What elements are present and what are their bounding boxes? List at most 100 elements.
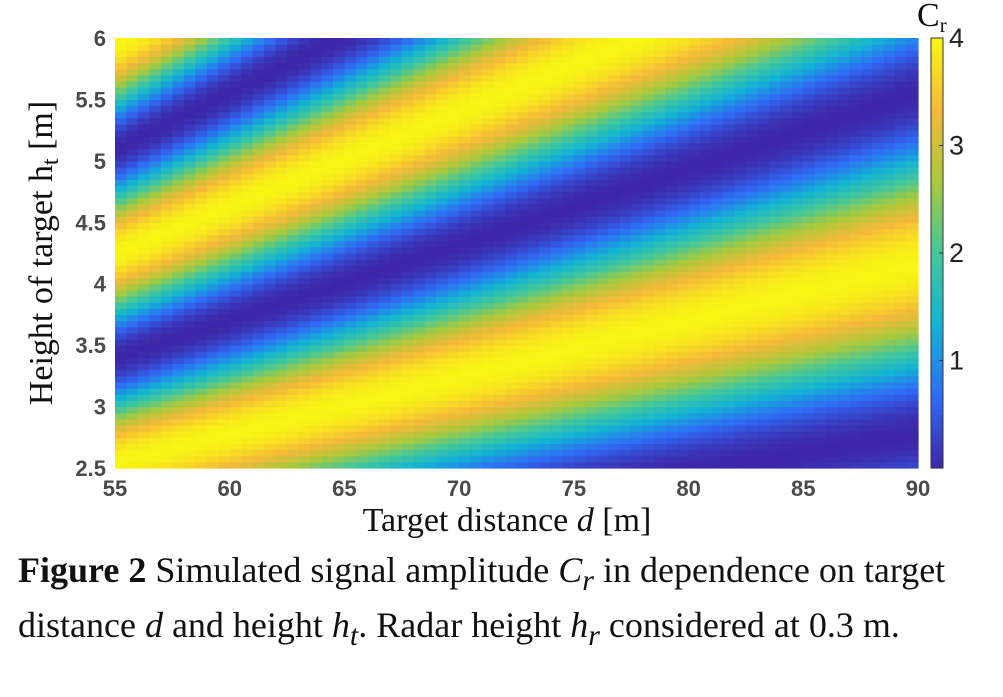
heatmap-cell	[837, 425, 850, 432]
heatmap-cell	[516, 105, 529, 113]
heatmap-cell	[619, 68, 632, 76]
heatmap-cell	[447, 345, 460, 352]
heatmap-cell	[160, 388, 173, 395]
heatmap-cell	[206, 148, 219, 156]
heatmap-cell	[390, 259, 403, 266]
heatmap-cell	[137, 394, 151, 402]
heatmap-cell	[768, 388, 781, 395]
heatmap-cell	[826, 461, 839, 469]
heatmap-cell	[826, 388, 839, 395]
heatmap-cell	[872, 406, 885, 414]
heatmap-cell	[413, 44, 426, 51]
heatmap-cell	[401, 240, 414, 248]
heatmap-cell	[883, 222, 896, 230]
heatmap-cell	[700, 382, 713, 389]
heatmap-cell	[745, 363, 758, 371]
heatmap-cell	[160, 167, 173, 174]
heatmap-cell	[378, 124, 391, 131]
heatmap-cell	[115, 124, 128, 131]
heatmap-cell	[355, 412, 368, 420]
heatmap-cell	[183, 351, 196, 359]
heatmap-cell	[275, 117, 288, 125]
heatmap-cell	[596, 44, 609, 51]
heatmap-cell	[241, 246, 254, 254]
heatmap-cell	[149, 418, 162, 426]
heatmap-cell	[413, 56, 426, 64]
heatmap-cell	[757, 173, 770, 180]
heatmap-cell	[160, 38, 173, 45]
heatmap-cell	[573, 234, 586, 242]
heatmap-cell	[711, 216, 724, 223]
heatmap-cell	[895, 461, 908, 469]
heatmap-cell	[160, 142, 173, 150]
heatmap-cell	[906, 105, 919, 113]
heatmap-cell	[872, 302, 885, 309]
heatmap-cell	[665, 197, 678, 205]
heatmap-cell	[527, 314, 541, 322]
heatmap-cell	[172, 382, 185, 389]
heatmap-cell	[355, 265, 368, 273]
heatmap-cell	[298, 289, 311, 297]
heatmap-cell	[665, 357, 678, 365]
heatmap-cell	[711, 412, 724, 420]
heatmap-cell	[252, 142, 265, 150]
heatmap-cell	[275, 339, 288, 346]
heatmap-cell	[791, 154, 804, 162]
heatmap-cell	[539, 277, 552, 285]
heatmap-cell	[700, 74, 713, 82]
heatmap-cell	[275, 173, 288, 180]
heatmap-cell	[768, 246, 781, 254]
heatmap-cell	[275, 185, 288, 193]
heatmap-cell	[252, 425, 265, 432]
heatmap-cell	[722, 99, 736, 107]
heatmap-cell	[573, 130, 586, 137]
heatmap-cell	[378, 253, 391, 260]
heatmap-cell	[516, 326, 529, 334]
heatmap-cell	[734, 277, 747, 285]
heatmap-cell	[126, 50, 139, 58]
heatmap-cell	[516, 44, 529, 51]
heatmap-cell	[115, 228, 128, 236]
heatmap-cell	[677, 302, 690, 309]
heatmap-cell	[654, 62, 667, 70]
heatmap-cell	[562, 87, 575, 94]
heatmap-cell	[849, 375, 862, 383]
heatmap-cell	[619, 314, 632, 322]
heatmap-cell	[287, 302, 300, 309]
heatmap-cell	[172, 326, 185, 334]
heatmap-cell	[321, 179, 334, 187]
heatmap-cell	[803, 418, 816, 426]
heatmap-cell	[355, 179, 368, 187]
heatmap-cell	[424, 271, 437, 279]
heatmap-cell	[206, 124, 219, 131]
heatmap-cell	[768, 173, 781, 180]
heatmap-cell	[493, 259, 506, 266]
heatmap-cell	[137, 216, 151, 223]
heatmap-cell	[814, 93, 827, 101]
heatmap-cell	[459, 228, 472, 236]
heatmap-cell	[619, 81, 632, 88]
heatmap-cell	[413, 277, 426, 285]
heatmap-cell	[287, 265, 300, 273]
heatmap-cell	[149, 185, 162, 193]
heatmap-cell	[275, 418, 288, 426]
heatmap-cell	[172, 216, 185, 223]
heatmap-cell	[252, 412, 265, 420]
heatmap-cell	[642, 142, 655, 150]
heatmap-cell	[573, 412, 586, 420]
heatmap-cell	[275, 394, 288, 402]
heatmap-cell	[527, 167, 541, 174]
heatmap-cell	[482, 425, 495, 432]
heatmap-cell	[252, 369, 265, 377]
heatmap-cell	[516, 418, 529, 426]
heatmap-cell	[493, 394, 506, 402]
heatmap-cell	[172, 314, 185, 322]
heatmap-cell	[883, 326, 896, 334]
heatmap-cell	[906, 148, 919, 156]
heatmap-cell	[264, 74, 277, 82]
heatmap-cell	[860, 124, 873, 131]
heatmap-cell	[608, 154, 621, 162]
heatmap-cell	[780, 259, 793, 266]
heatmap-cell	[390, 363, 403, 371]
heatmap-cell	[677, 210, 690, 217]
